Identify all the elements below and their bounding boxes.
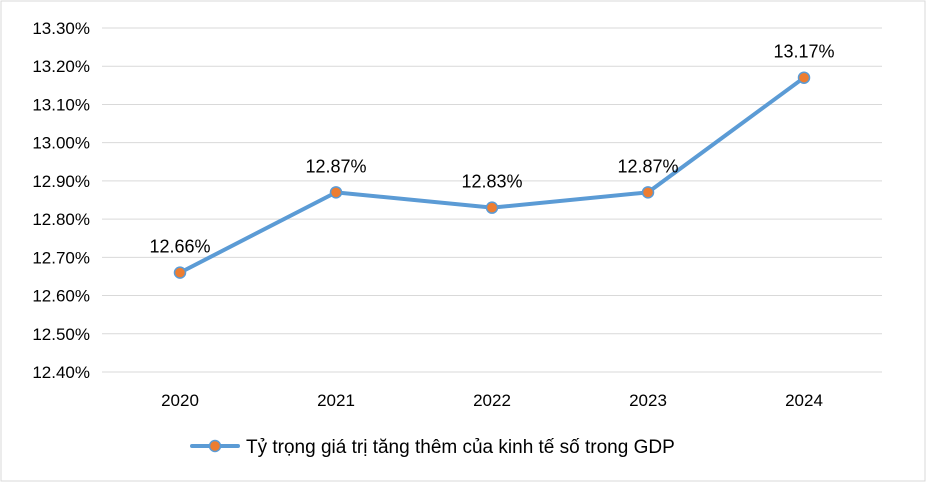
gridlines xyxy=(102,27,882,373)
data-label: 12.87% xyxy=(305,156,366,176)
data-label: 12.87% xyxy=(617,156,678,176)
data-point-marker xyxy=(329,186,343,199)
legend: Tỷ trọng giá trị tăng thêm của kinh tế s… xyxy=(190,437,675,458)
y-tick-label: 12.50% xyxy=(32,325,90,344)
y-axis-tick-labels: 13.30% 13.20% 13.10% 13.00% 12.90% 12.80% 12.7… xyxy=(32,19,90,382)
x-tick-label: 2023 xyxy=(629,391,667,410)
y-tick-label: 12.80% xyxy=(32,210,90,229)
data-label: 13.17% xyxy=(773,42,834,62)
legend-marker-swatch xyxy=(208,439,222,453)
x-tick-label: 2024 xyxy=(785,391,823,410)
data-label: 12.83% xyxy=(461,172,522,192)
x-tick-label: 2020 xyxy=(161,391,199,410)
data-point-marker xyxy=(641,186,655,199)
x-tick-label: 2022 xyxy=(473,391,511,410)
y-tick-label: 12.90% xyxy=(32,172,90,191)
y-tick-label: 13.30% xyxy=(32,19,90,38)
y-tick-label: 13.20% xyxy=(32,57,90,76)
y-tick-label: 12.40% xyxy=(32,363,90,382)
y-tick-label: 12.60% xyxy=(32,287,90,306)
chart-border xyxy=(0,0,926,482)
data-point-marker xyxy=(485,201,499,214)
y-tick-label: 12.70% xyxy=(32,248,90,267)
data-point-marker xyxy=(173,266,187,279)
y-tick-label: 13.00% xyxy=(32,134,90,153)
data-label: 12.66% xyxy=(149,237,210,257)
x-axis-tick-labels: 2020 2021 2022 2023 2024 xyxy=(161,391,823,410)
series-group xyxy=(173,71,811,279)
data-labels: 12.66% 12.87% 12.83% 12.87% 13.17% xyxy=(149,42,834,257)
y-tick-label: 13.10% xyxy=(32,95,90,114)
x-tick-label: 2021 xyxy=(317,391,355,410)
data-point-marker xyxy=(797,71,811,84)
legend-label: Tỷ trọng giá trị tăng thêm của kinh tế s… xyxy=(246,437,675,458)
